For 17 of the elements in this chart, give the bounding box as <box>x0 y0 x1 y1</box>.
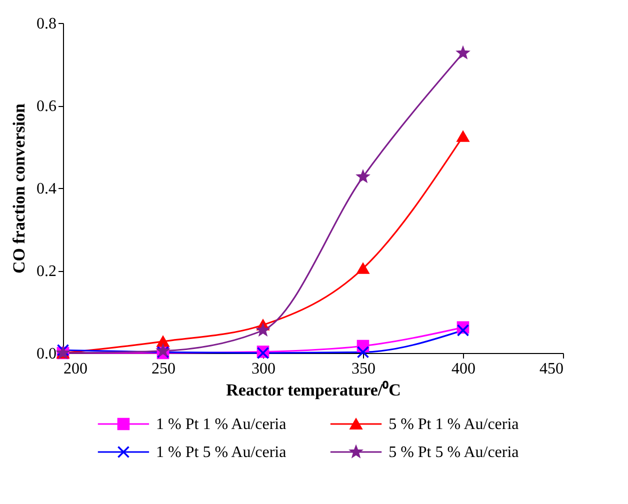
legend-label: 5 % Pt 1 % Au/ceria <box>388 416 519 433</box>
x-tick-label: 450 <box>540 360 564 378</box>
x-tick-label: 300 <box>252 360 276 378</box>
y-tick-label: 0.8 <box>36 16 56 32</box>
x-tick-label: 350 <box>352 360 376 378</box>
x-tick-label: 200 <box>64 360 88 378</box>
legend-label: 5 % Pt 5 % Au/ceria <box>388 444 519 461</box>
y-tick-label: 0.2 <box>36 263 56 280</box>
x-tick-label: 250 <box>152 360 176 378</box>
y-tick-label: 0.0 <box>36 346 56 362</box>
x-tick-label: 400 <box>452 360 476 378</box>
x-axis-title: Reactor temperature/⁰C <box>226 380 401 400</box>
legend-label: 1 % Pt 1 % Au/ceria <box>156 416 286 433</box>
y-axis-title: CO fraction conversion <box>10 102 28 274</box>
legend-label: 1 % Pt 5 % Au/ceria <box>156 444 286 461</box>
y-tick-label: 0.4 <box>36 180 56 198</box>
y-tick-label: 0.6 <box>36 98 56 115</box>
